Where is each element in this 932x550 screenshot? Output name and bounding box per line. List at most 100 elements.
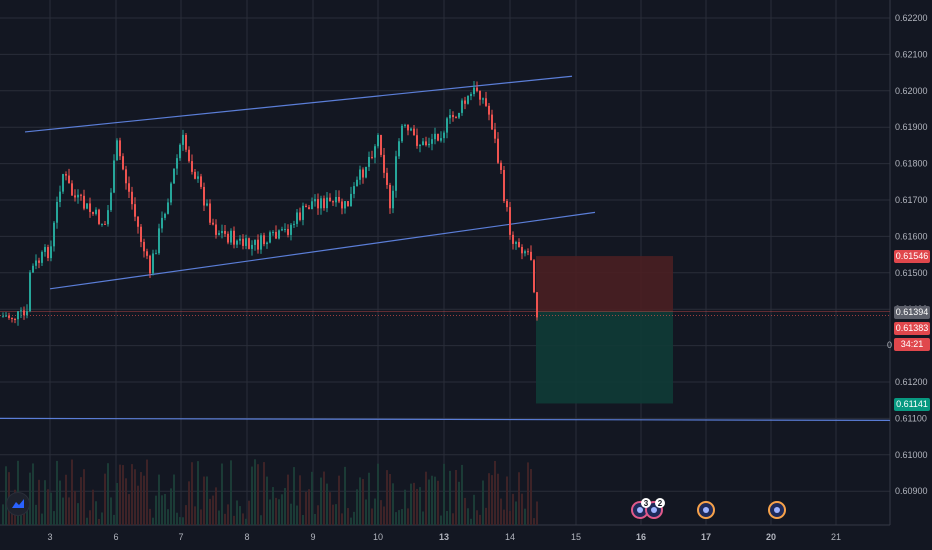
volume-bar <box>278 499 280 525</box>
volume-bar <box>191 462 193 525</box>
price-tick-label: 0.61200 <box>895 377 928 387</box>
volume-bar <box>458 481 460 525</box>
candle-body <box>488 105 490 115</box>
candle-body <box>494 129 496 139</box>
volume-bar <box>170 488 172 525</box>
trade-zones[interactable] <box>0 256 890 404</box>
volume-bar <box>449 470 451 525</box>
event-marker-4-icon <box>774 507 780 513</box>
candle-body <box>23 310 25 316</box>
volume-bar <box>311 471 313 525</box>
volume-bar <box>209 498 211 525</box>
volume-bar <box>383 506 385 525</box>
candle-body <box>428 143 430 146</box>
candle-body <box>122 156 124 170</box>
volume-bar <box>230 460 232 525</box>
volume-bar <box>362 479 364 525</box>
candle-body <box>284 228 286 230</box>
volume-bar <box>263 462 265 525</box>
support-line <box>0 417 891 421</box>
stop-loss-zone <box>536 256 673 312</box>
candle-body <box>278 230 280 239</box>
candle-body <box>518 242 520 248</box>
candle-body <box>53 222 55 247</box>
candle-body <box>521 247 523 254</box>
volume-bar <box>503 509 505 525</box>
price-tick-label: 0.61700 <box>895 195 928 205</box>
candle-body <box>44 247 46 252</box>
volume-bar <box>332 504 334 525</box>
candle-body <box>104 223 106 225</box>
candle-body <box>374 146 376 158</box>
price-tick-label: 0.62200 <box>895 13 928 23</box>
candle-body <box>347 201 349 207</box>
candle-body <box>110 192 112 211</box>
candle-body <box>131 191 133 205</box>
candle-body <box>113 160 115 193</box>
candle-body <box>395 156 397 191</box>
countdown-label: 34:21 <box>894 338 930 351</box>
volume-bar <box>65 474 67 525</box>
event-count-badge-a: 3 <box>644 499 649 508</box>
volume-bar <box>368 472 370 525</box>
candle-body <box>269 232 271 243</box>
price-axis[interactable]: 0.62200 0.62100 0.62000 0.61900 0.61800 0.617… <box>895 13 928 496</box>
candle-body <box>452 115 454 118</box>
candle-body <box>287 228 289 235</box>
volume-bar <box>206 476 208 525</box>
candle-body <box>239 238 241 241</box>
time-tick-label: 7 <box>178 532 183 542</box>
volume-bar <box>350 517 352 525</box>
candle-body <box>227 233 229 243</box>
event-count-badge-b: 2 <box>658 499 663 508</box>
volume-bar <box>533 518 535 525</box>
candle-body <box>128 183 130 192</box>
time-axis[interactable]: 3 6 7 8 9 10 13 14 15 16 17 20 21 <box>47 532 841 542</box>
candle-body <box>446 118 448 133</box>
price-tick-label: 0.62100 <box>895 49 928 59</box>
candle-body <box>533 260 535 293</box>
volume-bar <box>536 501 538 525</box>
candle-body <box>266 242 268 245</box>
volume-bar <box>491 475 493 525</box>
last-price-label: 0.61383 <box>894 322 930 335</box>
volume-bar <box>182 517 184 525</box>
candle-body <box>182 134 184 145</box>
volume-bar <box>110 497 112 525</box>
candle-body <box>158 228 160 254</box>
volume-bar <box>461 464 463 525</box>
time-tick-label: 14 <box>505 532 515 542</box>
volume-bar <box>506 476 508 525</box>
candle-body <box>98 209 100 224</box>
volume-bar <box>197 461 199 525</box>
candle-body <box>350 193 352 207</box>
candle-body <box>305 205 307 208</box>
candle-body <box>299 212 301 220</box>
volume-bar <box>293 467 295 525</box>
candle-body <box>95 209 97 214</box>
volume-bar <box>146 459 148 525</box>
candle-body <box>500 162 502 170</box>
volume-bar <box>434 476 436 525</box>
volume-bar <box>527 462 529 525</box>
volume-bar <box>266 476 268 525</box>
trend-lines[interactable] <box>0 75 891 421</box>
volume-bar <box>71 459 73 525</box>
candle-body <box>404 124 406 126</box>
volume-bar <box>329 492 331 525</box>
tradingview-logo[interactable] <box>6 492 30 516</box>
candle-body <box>467 95 469 104</box>
volume-bar <box>500 498 502 525</box>
volume-bar <box>152 517 154 525</box>
volume-bar <box>161 495 163 525</box>
volume-bar <box>302 514 304 525</box>
candle-body <box>377 134 379 147</box>
volume-bar <box>389 473 391 525</box>
candle-body <box>389 184 391 209</box>
candle-body <box>332 201 334 203</box>
candle-body <box>125 169 127 184</box>
candle-body <box>68 175 70 184</box>
